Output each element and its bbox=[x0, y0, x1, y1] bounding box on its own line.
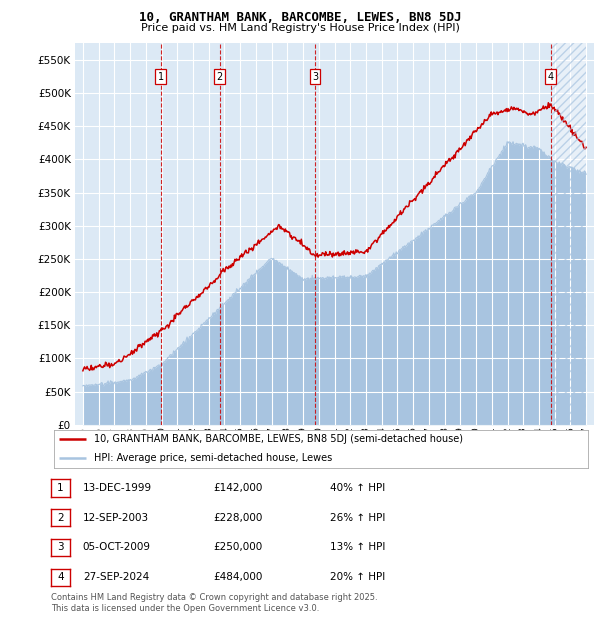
Text: 4: 4 bbox=[57, 572, 64, 582]
Text: 26% ↑ HPI: 26% ↑ HPI bbox=[330, 513, 385, 523]
Text: 13% ↑ HPI: 13% ↑ HPI bbox=[330, 542, 385, 552]
Text: £484,000: £484,000 bbox=[213, 572, 262, 582]
Text: HPI: Average price, semi-detached house, Lewes: HPI: Average price, semi-detached house,… bbox=[94, 453, 332, 464]
Text: 13-DEC-1999: 13-DEC-1999 bbox=[83, 483, 152, 493]
Text: £250,000: £250,000 bbox=[213, 542, 262, 552]
Text: 40% ↑ HPI: 40% ↑ HPI bbox=[330, 483, 385, 493]
Text: £228,000: £228,000 bbox=[213, 513, 262, 523]
Text: 12-SEP-2003: 12-SEP-2003 bbox=[83, 513, 149, 523]
Text: 2: 2 bbox=[217, 71, 223, 82]
Text: 1: 1 bbox=[158, 71, 164, 82]
Text: 3: 3 bbox=[312, 71, 318, 82]
Text: £142,000: £142,000 bbox=[213, 483, 262, 493]
Text: 1: 1 bbox=[57, 483, 64, 493]
Text: 27-SEP-2024: 27-SEP-2024 bbox=[83, 572, 149, 582]
Text: 10, GRANTHAM BANK, BARCOMBE, LEWES, BN8 5DJ: 10, GRANTHAM BANK, BARCOMBE, LEWES, BN8 … bbox=[139, 11, 461, 24]
Text: Price paid vs. HM Land Registry's House Price Index (HPI): Price paid vs. HM Land Registry's House … bbox=[140, 23, 460, 33]
Text: 3: 3 bbox=[57, 542, 64, 552]
Text: 10, GRANTHAM BANK, BARCOMBE, LEWES, BN8 5DJ (semi-detached house): 10, GRANTHAM BANK, BARCOMBE, LEWES, BN8 … bbox=[94, 434, 463, 445]
Text: 20% ↑ HPI: 20% ↑ HPI bbox=[330, 572, 385, 582]
Text: 4: 4 bbox=[548, 71, 554, 82]
Text: 05-OCT-2009: 05-OCT-2009 bbox=[83, 542, 151, 552]
Text: Contains HM Land Registry data © Crown copyright and database right 2025.
This d: Contains HM Land Registry data © Crown c… bbox=[51, 593, 377, 613]
Text: 2: 2 bbox=[57, 513, 64, 523]
